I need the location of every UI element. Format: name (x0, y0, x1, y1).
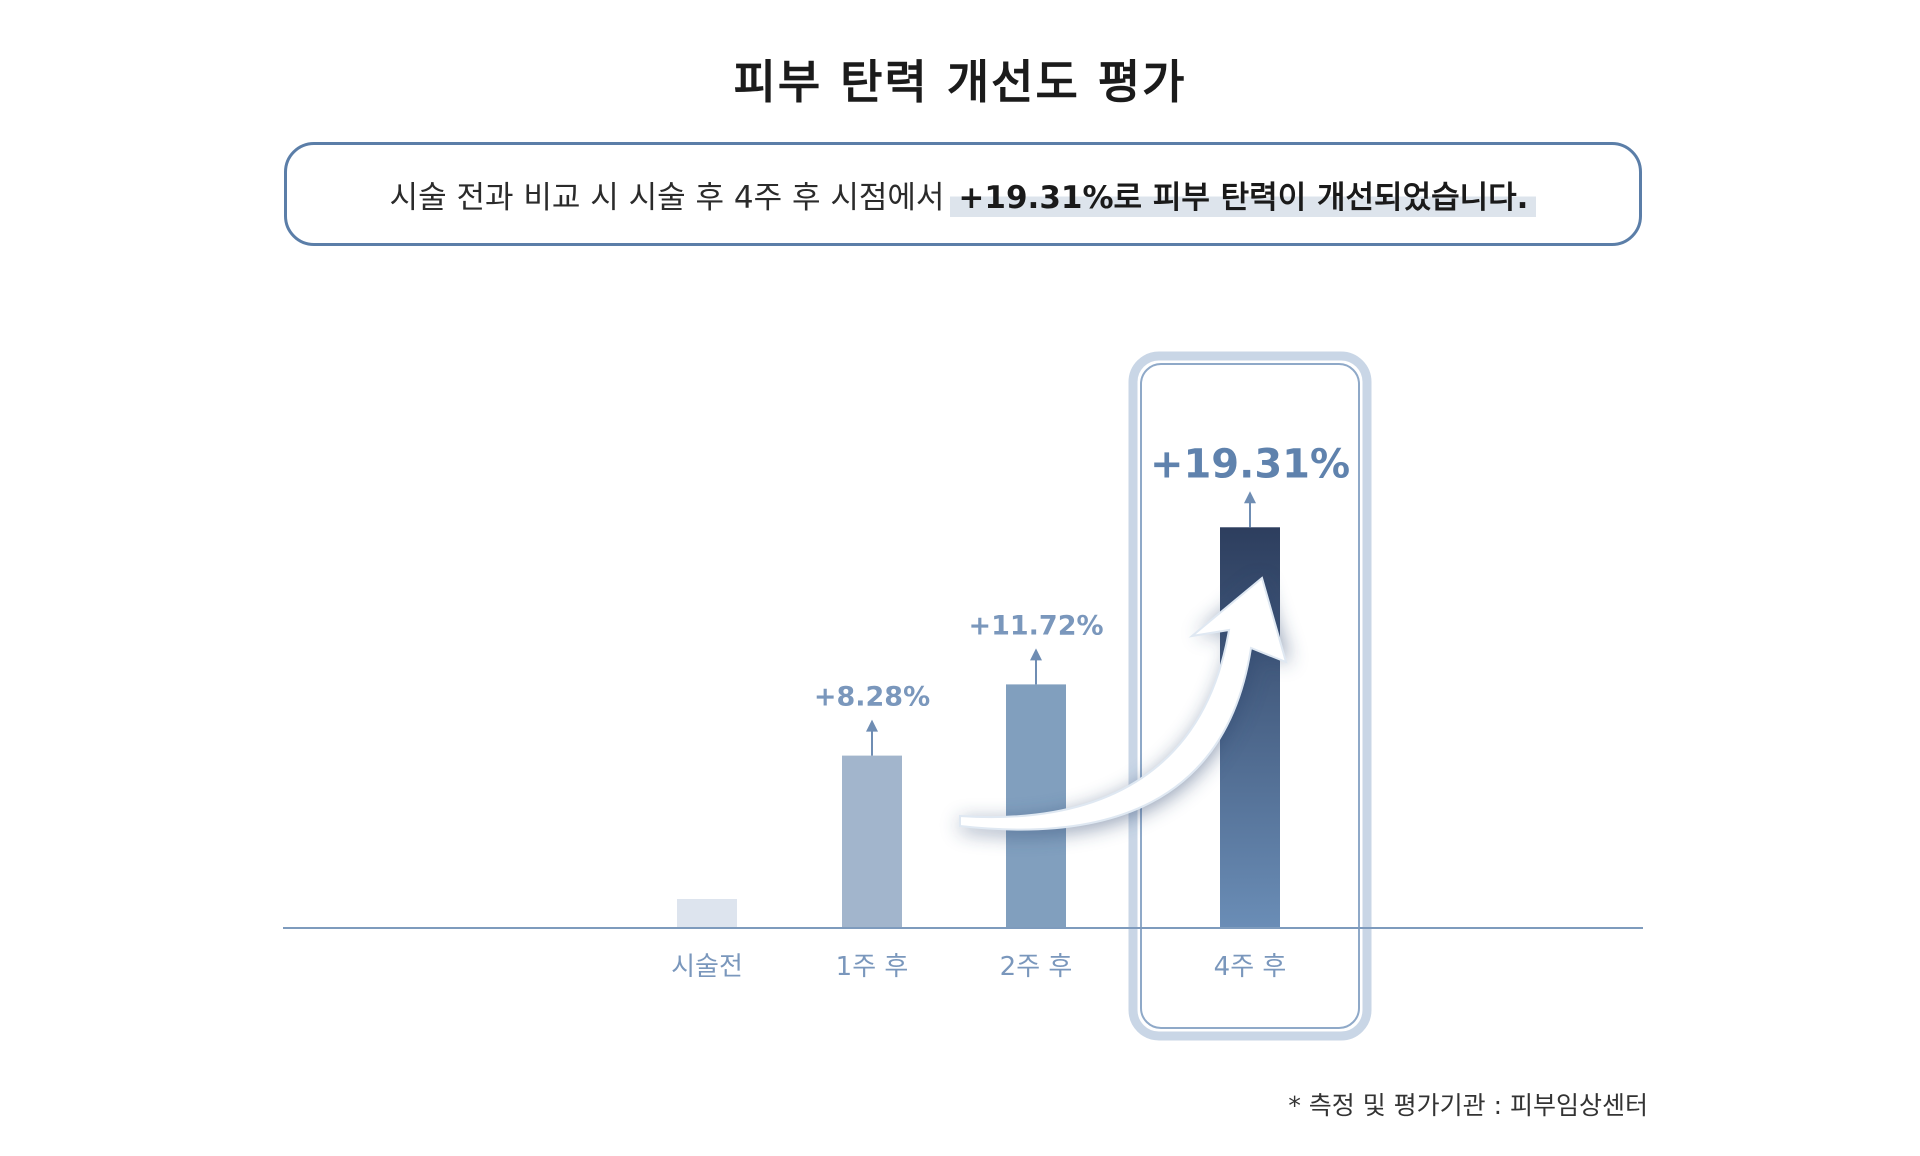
value-arrow-3 (1244, 491, 1256, 528)
footnote: * 측정 및 평가기관 : 피부임상센터 (1288, 1091, 1648, 1120)
summary-box: 시술 전과 비교 시 시술 후 4주 후 시점에서 +19.31%로 피부 탄력… (284, 142, 1642, 246)
summary-text: 시술 전과 비교 시 시술 후 4주 후 시점에서 (389, 179, 945, 216)
value-label-2: +11.72% (968, 610, 1103, 641)
category-label-0: 시술전 (671, 952, 743, 982)
bar-1 (842, 755, 902, 927)
page-title: 피부 탄력 개선도 평가 (733, 55, 1187, 109)
summary-highlight: +19.31%로 피부 탄력이 개선되었습니다. (950, 171, 1537, 217)
highlight-frame (1128, 351, 1372, 1041)
value-label-3: +19.31% (1150, 441, 1350, 487)
category-label-1: 1주 후 (836, 952, 909, 982)
category-label-2: 2주 후 (1000, 952, 1073, 982)
value-label-1: +8.28% (814, 682, 930, 713)
value-arrow-2 (1030, 648, 1042, 685)
category-label-3: 4주 후 (1214, 952, 1287, 982)
growth-arrow (959, 576, 1290, 835)
value-arrow-1 (866, 719, 878, 756)
bar-0 (677, 899, 737, 927)
bar-2 (1006, 684, 1066, 927)
